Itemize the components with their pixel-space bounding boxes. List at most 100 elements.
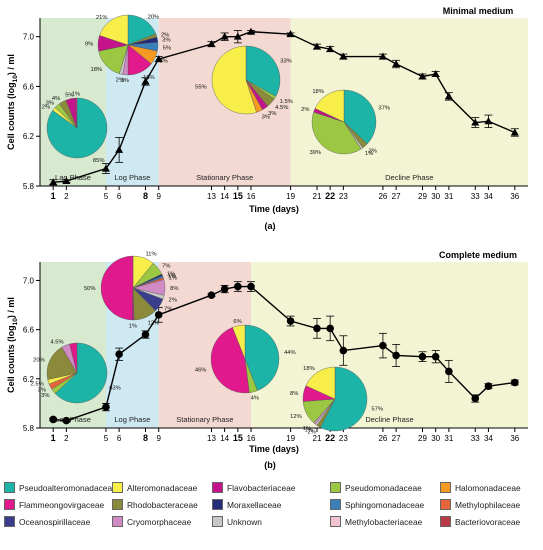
legend-swatch [212,499,223,510]
pie-label: 3% [162,37,170,43]
data-point [286,317,295,325]
pie-day-15: 33%1.5%4.5%3%3%55% [195,45,293,121]
phase-label: Decline Phase [365,415,413,424]
pie-day-1: 63%3%3%2.5%20%4.5% [31,339,121,404]
data-point [471,394,480,403]
legend-item: Flammeongovirgaceae [4,499,104,510]
legend-item: Alteromonadaceae [112,482,197,493]
x-tick-label: 5 [104,434,109,443]
pie-label: 2% [301,107,309,113]
x-tick-label: 16 [247,192,256,201]
x-tick-label: 16 [247,434,256,443]
pie-slice [74,97,78,129]
x-tick-label: 29 [418,434,427,443]
legend-label: Bacteriovoraceae [455,516,521,527]
phase-label: Log Phase [114,173,150,182]
x-tick-label: 27 [392,434,401,443]
pie-slice [320,366,368,432]
pie-label: 4.5% [50,339,63,345]
data-point [62,177,71,185]
data-point [511,378,519,387]
x-tick-label: 31 [444,192,453,201]
pie-label: 50% [84,286,96,292]
legend-label: Alteromonadaceae [127,482,198,493]
data-point [471,118,480,126]
legend-swatch [212,482,223,493]
pie-label: 44% [284,350,296,356]
pie-label: 3% [38,387,46,393]
pie-label: 20% [148,14,160,20]
pie-day-1: 85% 2%3%4% 5%1% [42,92,108,164]
x-tick-label: 21 [313,434,322,443]
data-point [220,285,229,293]
y-tick-label: 6.2 [23,132,35,141]
pie-label: 15% [143,75,155,81]
data-point [220,32,229,40]
pie-label: 2% [42,104,50,110]
x-tick-label: 33 [471,192,480,201]
data-point [115,350,123,359]
pie-label: 18% [303,366,315,372]
pie-label: 4% [251,396,259,402]
legend-swatch [4,482,15,493]
y-tick-label: 5.8 [23,182,35,191]
data-point [141,330,150,339]
x-tick-label: 21 [313,192,322,201]
x-tick-label: 36 [510,192,519,201]
data-point [418,72,427,80]
panel-minimal-medium: Lag Phase Log Phase Stationary Phase Declin… [6,6,528,231]
data-point [445,367,453,376]
y-axis-label: Cell counts (log10) / ml [6,297,19,393]
phase-label: Lag Phase [55,173,91,182]
legend-swatch [330,499,341,510]
pie-slice [211,45,257,115]
pie-label: 2.5% [31,382,44,388]
data-point [233,32,242,40]
x-tick-label: 1 [51,191,56,201]
x-tick-label: 2 [64,192,69,201]
series-line [53,285,515,422]
x-tick-label: 23 [339,434,348,443]
x-tick-label: 30 [431,434,440,443]
pie-label: 21% [96,15,108,21]
legend-item: Bacteriovoraceae [440,516,520,527]
legend-label: Unknown [227,516,262,527]
x-tick-label: 9 [156,192,161,201]
x-tick-label: 5 [104,192,109,201]
pie-slice [69,342,78,374]
pie-label: 8% [170,286,178,292]
x-tick-label: 31 [444,434,453,443]
pie-label: 3% [369,148,377,154]
pie-label: 3% [262,115,270,121]
phase-label: Log Phase [114,415,150,424]
pie-label: 1% [305,427,313,433]
legend-label: Flammeongovirgaceae [19,499,105,510]
pie-label: 20% [33,358,45,364]
legend-label: Methylophilaceae [455,499,521,510]
data-point [154,311,163,319]
x-tick-label: 34 [484,192,493,201]
legend-label: Cryomorphaceae [127,516,192,527]
x-tick-label: 27 [392,192,401,201]
pie-label: 33% [280,58,292,64]
data-point [49,178,58,186]
pie-label: 5% [163,46,171,52]
x-tick-label: 26 [378,434,387,443]
panel-complete-medium: Lag Phase Log Phase Stationary Phase Declin… [6,250,528,470]
pie-label: 1% [72,92,80,98]
x-tick-label: 13 [207,434,216,443]
x-tick-label: 30 [431,192,440,201]
pie-day-8: 11%7%1%1%1%8%2%7%12%1%50% [84,252,179,330]
phase-label: Decline Phase [385,173,433,182]
pie-slice [244,324,280,391]
pie-label: 1% [168,274,176,280]
pie-day-22: 37% 3%1% 39% 2% 18% [301,89,390,157]
data-point [484,382,493,390]
data-point [154,55,163,63]
pie-label: 37% [378,106,390,112]
data-point [378,52,387,60]
pie-day-15: 44% 4% 46% 6% [195,319,296,402]
data-point [234,282,242,291]
series-line [53,30,516,183]
pie-label: 3% [41,393,49,399]
